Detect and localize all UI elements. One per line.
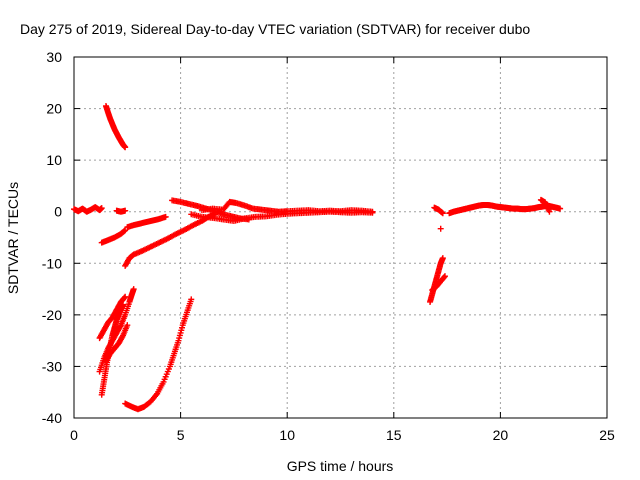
data-point	[439, 255, 446, 262]
data-point	[130, 286, 137, 293]
x-tick-labels: 0 5 10 15 20 25	[70, 427, 615, 443]
series-lower-rising-1	[98, 227, 129, 246]
series-late-peak-dots	[537, 196, 553, 215]
y-tick-label: 20	[46, 101, 62, 117]
y-tick-labels: -40 -30 -20 -10 0 10 20 30	[42, 49, 62, 426]
data-point	[188, 296, 195, 303]
data-point	[441, 274, 448, 281]
data-point	[117, 323, 124, 330]
series-late-small-rise	[431, 204, 446, 217]
series-steep-left-4	[102, 322, 131, 365]
y-tick-label: -30	[42, 358, 62, 374]
data-point	[439, 210, 446, 217]
y-tick-label: -10	[42, 255, 62, 271]
y-tick-label: 10	[46, 152, 62, 168]
data-point	[122, 293, 129, 300]
series-bowl-curve	[122, 296, 195, 413]
data-point	[437, 225, 444, 232]
x-tick-label: 25	[599, 427, 615, 443]
data-point	[122, 207, 129, 214]
y-tick-label: 0	[54, 204, 62, 220]
axis-ticks	[73, 56, 608, 419]
data-point	[162, 213, 169, 220]
series-lower-rising-2	[122, 211, 218, 269]
data-points	[71, 102, 564, 413]
series-descending-top	[102, 102, 129, 151]
x-axis-label: GPS time / hours	[287, 458, 394, 474]
series-cluster-start-baseline	[71, 204, 105, 215]
plot-frame	[73, 56, 608, 419]
data-point	[122, 227, 129, 234]
x-tick-label: 5	[177, 427, 185, 443]
series-short-flat	[113, 207, 129, 215]
series-late-dot	[437, 225, 444, 232]
grid	[74, 57, 607, 418]
data-point	[546, 208, 553, 215]
series-mid-band-upper	[198, 198, 376, 215]
data-point	[124, 322, 131, 329]
series-steep-left-3	[96, 293, 129, 342]
data-point	[369, 208, 376, 215]
series-late-fragment-2	[429, 273, 448, 294]
data-point	[441, 273, 448, 280]
x-tick-label: 20	[493, 427, 509, 443]
y-tick-label: -40	[42, 410, 62, 426]
y-tick-label: -20	[42, 307, 62, 323]
y-axis-label: SDTVAR / TECUs	[5, 182, 21, 294]
data-point	[121, 294, 128, 301]
chart-title: Day 275 of 2019, Sidereal Day-to-day VTE…	[20, 21, 530, 37]
data-point	[98, 205, 105, 212]
data-point	[122, 144, 129, 151]
x-tick-label: 10	[279, 427, 295, 443]
x-tick-label: 0	[70, 427, 78, 443]
series-upper-small-rising	[124, 213, 169, 231]
y-tick-label: 30	[46, 49, 62, 65]
data-point	[557, 205, 564, 212]
data-point	[119, 333, 126, 340]
data-point	[153, 392, 160, 399]
x-tick-label: 15	[386, 427, 402, 443]
